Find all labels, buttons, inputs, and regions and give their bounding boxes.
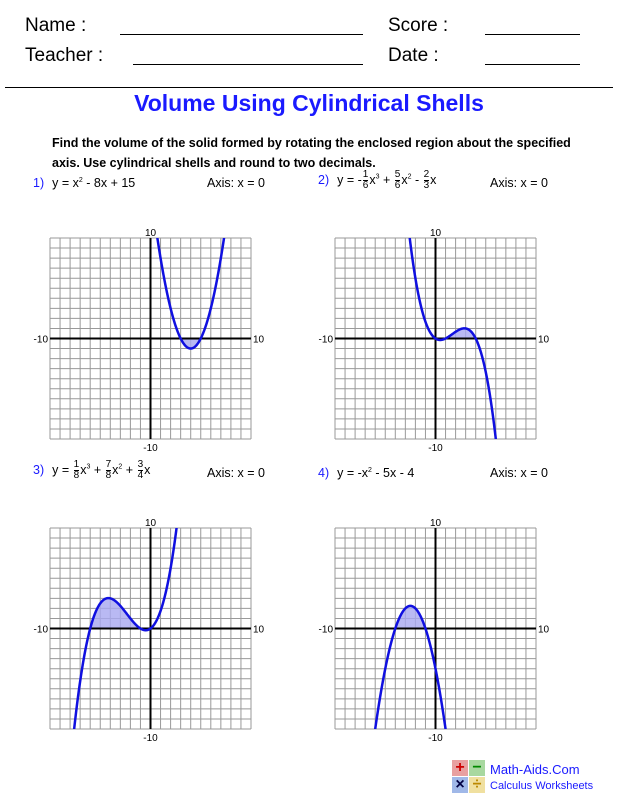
numerator: 1 (362, 169, 369, 181)
shaded-region (445, 328, 476, 339)
eq-part: x (144, 462, 151, 477)
graph-2: 10 -10 -10 10 (319, 228, 550, 454)
problem-number: 1) (33, 176, 45, 190)
numerator: 7 (105, 459, 112, 471)
eq-part: y = -x (337, 466, 369, 480)
instructions: Find the volume of the solid formed by r… (52, 136, 571, 170)
denominator: 6 (362, 180, 369, 191)
function-curve (156, 238, 226, 350)
eq-part: - 5x - 4 (371, 466, 415, 480)
score-label: Score : (388, 15, 449, 36)
problem-1-axis: Axis: x = 0 (207, 176, 266, 190)
exponent: 2 (368, 466, 372, 474)
eq-part: y = x (52, 176, 79, 190)
eq-part: x (401, 172, 408, 187)
header-divider (5, 87, 613, 88)
denominator: 8 (73, 470, 80, 481)
function-curve (72, 528, 178, 729)
name-field[interactable] (120, 34, 363, 35)
eq-part: + (122, 462, 137, 477)
date-field[interactable] (485, 64, 580, 65)
exponent: 2 (78, 176, 83, 184)
function-curve (408, 238, 498, 439)
tick-label-top: 10 (430, 228, 442, 239)
eq-part: y = (52, 462, 73, 477)
eq-part: y = - (337, 172, 362, 187)
exponent: 3 (375, 173, 380, 181)
exponent: 2 (118, 463, 123, 471)
graph-1: 10 -10 -10 10 (34, 228, 265, 454)
numerator: 5 (394, 169, 401, 181)
function-curve (373, 604, 447, 729)
denominator: 6 (394, 180, 401, 191)
tick-label-top: 10 (145, 228, 157, 239)
divide-icon: ÷ (469, 777, 485, 793)
tick-label-bottom: -10 (143, 443, 158, 454)
problem-number: 3) (33, 462, 45, 477)
problem-2-axis: Axis: x = 0 (490, 176, 549, 190)
date-label: Date : (388, 45, 439, 66)
shaded-region (90, 598, 141, 629)
problem-4-equation: 4) y = -x2 - 5x - 4 (318, 466, 414, 480)
logo-site[interactable]: Math-Aids.Com (490, 762, 580, 777)
graph-4: 10 -10 -10 10 (319, 518, 550, 744)
tick-label-left: -10 (34, 335, 49, 346)
tick-label-top: 10 (430, 518, 442, 529)
tick-label-right: 10 (253, 625, 265, 636)
eq-part: + (90, 462, 105, 477)
tick-label-bottom: -10 (143, 733, 158, 744)
eq-part: - (411, 172, 423, 187)
tick-label-top: 10 (145, 518, 157, 529)
tick-label-bottom: -10 (428, 443, 443, 454)
tick-label-bottom: -10 (428, 733, 443, 744)
tick-label-left: -10 (34, 625, 49, 636)
graph-3: 10 -10 -10 10 (34, 518, 265, 744)
problem-number: 4) (318, 466, 330, 480)
problem-3-axis: Axis: x = 0 (207, 466, 266, 480)
problem-number: 2) (318, 172, 330, 187)
problem-1-equation: 1) y = x2 - 8x + 15 (33, 176, 135, 190)
teacher-field[interactable] (133, 64, 363, 65)
denominator: 4 (137, 470, 144, 481)
numerator: 3 (137, 459, 144, 471)
minus-icon: − (469, 760, 485, 776)
name-label: Name : (25, 15, 87, 36)
times-icon: × (452, 777, 468, 793)
eq-part: + (379, 172, 394, 187)
exponent: 2 (407, 173, 412, 181)
eq-part: x (112, 462, 119, 477)
logo-subtitle: Calculus Worksheets (490, 780, 594, 792)
numerator: 1 (73, 459, 80, 471)
tick-label-right: 10 (538, 625, 550, 636)
exponent: 3 (86, 463, 91, 471)
denominator: 8 (105, 470, 112, 481)
numerator: 2 (423, 169, 430, 181)
page-title: Volume Using Cylindrical Shells (134, 90, 484, 116)
problem-4-axis: Axis: x = 0 (490, 466, 549, 480)
score-field[interactable] (485, 34, 580, 35)
tick-label-left: -10 (319, 335, 334, 346)
math-aids-logo: + − × ÷ (452, 760, 486, 794)
eq-part: x (80, 462, 87, 477)
tick-label-right: 10 (253, 335, 265, 346)
teacher-label: Teacher : (25, 45, 104, 66)
tick-label-left: -10 (319, 625, 334, 636)
eq-part: x (430, 172, 437, 187)
tick-label-right: 10 (538, 335, 550, 346)
eq-part: - 8x + 15 (82, 176, 136, 190)
plus-icon: + (452, 760, 468, 776)
denominator: 3 (423, 180, 430, 191)
eq-part: x (369, 172, 376, 187)
